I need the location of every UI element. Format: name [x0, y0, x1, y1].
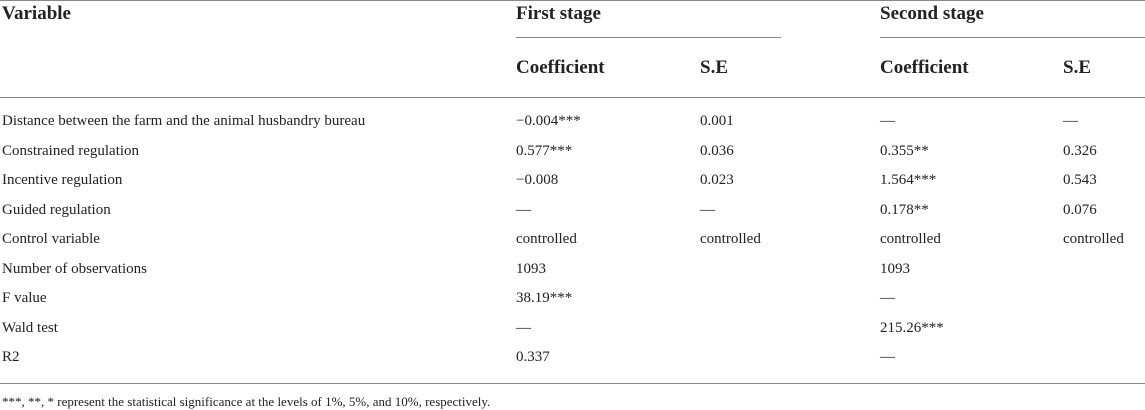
cell: controlled — [1063, 231, 1124, 247]
subheader-cell: Coefficient — [516, 57, 605, 78]
row-label: R2 — [2, 349, 20, 365]
cell: controlled — [880, 231, 941, 247]
cell: 215.26*** — [880, 319, 944, 336]
header-second-stage: Second stage — [880, 3, 984, 24]
cell: −0.004*** — [516, 113, 581, 129]
row-label: Distance between the farm and the animal… — [2, 113, 366, 129]
footnote: ***, **, * represent the statistical sig… — [2, 394, 491, 409]
cell: −0.008 — [516, 172, 559, 188]
cell: 0.337 — [516, 349, 550, 365]
cell: — — [880, 349, 895, 365]
cell: controlled — [700, 231, 761, 247]
cell: 0.023 — [700, 172, 734, 188]
cell: — — [880, 290, 895, 306]
cell: — — [700, 201, 715, 218]
stage-rule — [516, 37, 781, 38]
row-label: Control variable — [2, 231, 100, 247]
cell: — — [880, 113, 895, 129]
cell: 0.178** — [880, 201, 929, 218]
cell: 1093 — [516, 260, 546, 277]
cell: controlled — [516, 231, 577, 247]
header-variable: Variable — [2, 3, 71, 24]
cell: 1093 — [880, 260, 910, 277]
cell: 0.326 — [1063, 142, 1097, 159]
cell: 0.577*** — [516, 142, 573, 159]
cell: 38.19*** — [516, 290, 573, 306]
cell: 0.076 — [1063, 201, 1097, 218]
subheader-cell: Coefficient — [880, 57, 969, 78]
row-label: Guided regulation — [2, 201, 111, 218]
header-rule — [0, 97, 1145, 98]
cell: — — [516, 201, 531, 218]
subheader-cell: S.E — [1063, 57, 1091, 78]
bottom-rule — [0, 383, 1145, 384]
header-first-stage: First stage — [516, 3, 601, 24]
cell: 0.036 — [700, 142, 734, 159]
cell: 1.564*** — [880, 172, 937, 188]
row-label: Number of observations — [2, 260, 147, 277]
cell: — — [516, 319, 531, 336]
top-rule — [0, 0, 1145, 1]
cell: — — [1063, 113, 1078, 129]
cell: 0.001 — [700, 113, 734, 129]
row-label: Incentive regulation — [2, 172, 123, 188]
stage-rule — [880, 37, 1145, 38]
subheader-cell: S.E — [700, 57, 728, 78]
cell: 0.543 — [1063, 172, 1097, 188]
row-label: Constrained regulation — [2, 142, 140, 159]
cell: 0.355** — [880, 142, 929, 159]
row-label: Wald test — [2, 319, 58, 336]
row-label: F value — [2, 290, 47, 306]
